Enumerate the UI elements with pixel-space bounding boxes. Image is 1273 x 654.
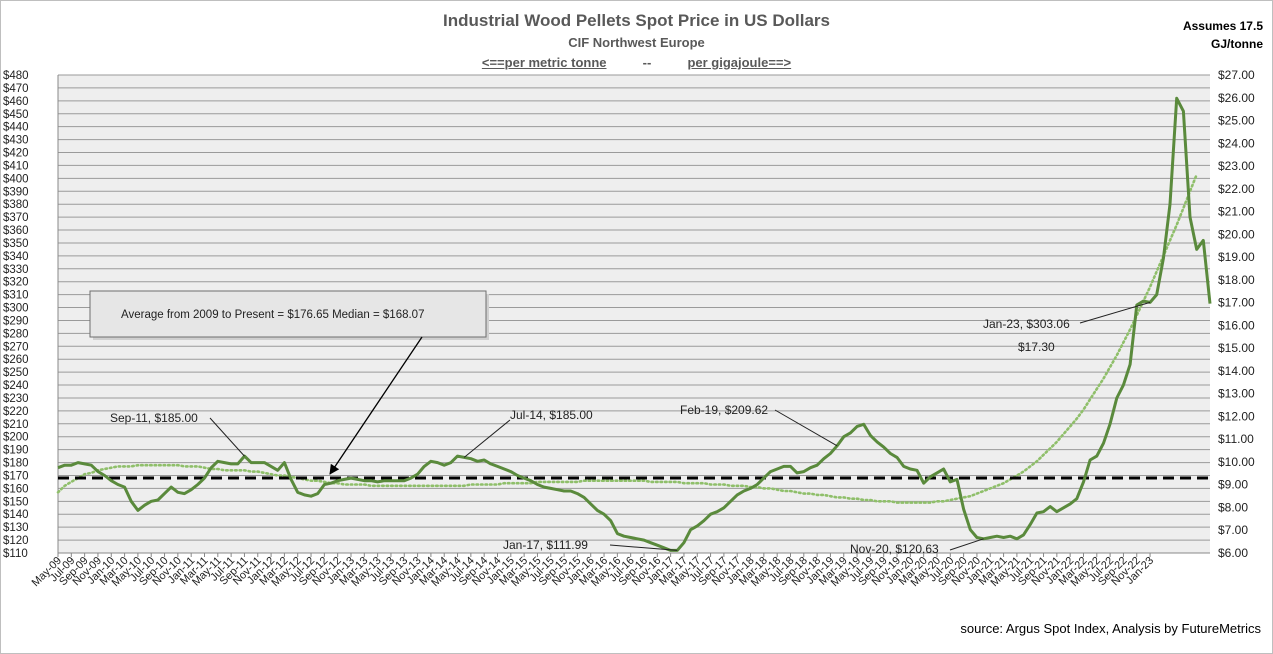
annotation-leader xyxy=(609,544,678,551)
y-tick-label: $240 xyxy=(3,380,29,392)
y2-tick-label: $23.00 xyxy=(1218,159,1255,173)
y2-tick-label: $20.00 xyxy=(1218,227,1255,241)
y2-tick-label: $22.00 xyxy=(1218,182,1255,196)
y-tick-label: $210 xyxy=(3,419,29,431)
annotation-label: Feb-19, $209.62 xyxy=(680,403,768,417)
y-tick-label: $180 xyxy=(3,458,29,470)
annotation-label: Jan-17, $111.99 xyxy=(503,538,588,552)
y-tick-label: $220 xyxy=(3,406,29,418)
annotation-label: Jul-14, $185.00 xyxy=(510,408,593,422)
chart-title: Industrial Wood Pellets Spot Price in US… xyxy=(443,11,830,30)
y-tick-label: $370 xyxy=(3,212,29,224)
y-tick-label: $160 xyxy=(3,483,29,495)
y-tick-label: $280 xyxy=(3,328,29,340)
y-tick-label: $140 xyxy=(3,509,29,521)
axis-note-separator: -- xyxy=(642,55,652,70)
annotation-leader xyxy=(463,419,511,458)
y-tick-label: $170 xyxy=(3,470,29,482)
annotation-leader xyxy=(209,417,245,457)
assumption-line-1: Assumes 17.5 xyxy=(1182,19,1263,33)
axis-units-note: <==per metric tonne -- per gigajoule==> xyxy=(0,55,1273,70)
y-tick-label: $300 xyxy=(3,303,29,315)
y-tick-label: $230 xyxy=(3,393,29,405)
y2-tick-label: $6.00 xyxy=(1218,546,1248,560)
median-arrow xyxy=(329,336,423,475)
y2-tick-label: $21.00 xyxy=(1218,205,1255,219)
right-axis-unit-note: per gigajoule==> xyxy=(687,55,792,70)
assumption-note: Assumes 17.5 GJ/tonne xyxy=(1153,17,1263,53)
annotation-label: Sep-11, $185.00 xyxy=(110,411,198,425)
y-tick-label: $380 xyxy=(3,199,29,211)
annotation-label: Nov-20, $120.63 xyxy=(850,542,939,556)
annotation-leader xyxy=(949,538,984,551)
y-tick-label: $470 xyxy=(3,83,29,95)
y-tick-label: $190 xyxy=(3,445,29,457)
y2-tick-label: $12.00 xyxy=(1218,409,1255,423)
y2-tick-label: $19.00 xyxy=(1218,250,1255,264)
y-tick-label: $260 xyxy=(3,354,29,366)
annotation-leader xyxy=(774,409,838,447)
y-tick-label: $110 xyxy=(3,548,28,560)
y2-tick-label: $27.00 xyxy=(1218,68,1255,82)
y2-tick-label: $8.00 xyxy=(1218,500,1248,514)
y-tick-label: $400 xyxy=(3,173,29,185)
annotation-label: $17.30 xyxy=(1018,340,1055,354)
y-tick-label: $480 xyxy=(3,70,29,82)
y-tick-label: $290 xyxy=(3,315,29,327)
y-tick-label: $150 xyxy=(3,496,29,508)
y-tick-label: $360 xyxy=(3,225,29,237)
y2-tick-label: $13.00 xyxy=(1218,387,1255,401)
average-median-label: Average from 2009 to Present = $176.65 M… xyxy=(121,309,424,321)
y-tick-label: $310 xyxy=(3,290,29,302)
y2-tick-label: $14.00 xyxy=(1218,364,1255,378)
y2-tick-label: $9.00 xyxy=(1218,478,1248,492)
y-tick-label: $130 xyxy=(3,522,29,534)
y-tick-label: $350 xyxy=(3,238,29,250)
y-tick-label: $270 xyxy=(3,341,29,353)
y2-tick-label: $10.00 xyxy=(1218,455,1255,469)
left-axis-unit-note: <==per metric tonne xyxy=(481,55,607,70)
price-line xyxy=(57,96,1212,552)
y-tick-label: $330 xyxy=(3,264,29,276)
y2-tick-label: $15.00 xyxy=(1218,341,1255,355)
y-tick-label: $200 xyxy=(3,432,29,444)
trend-line xyxy=(56,173,1198,504)
y-tick-label: $440 xyxy=(3,122,29,134)
y2-tick-label: $11.00 xyxy=(1218,432,1254,446)
y-tick-label: $430 xyxy=(3,135,29,147)
y2-tick-label: $26.00 xyxy=(1218,91,1255,105)
y-tick-label: $460 xyxy=(3,96,29,108)
y-tick-label: $420 xyxy=(3,148,29,160)
source-note: source: Argus Spot Index, Analysis by Fu… xyxy=(960,621,1261,636)
y-tick-label: $450 xyxy=(3,109,29,121)
y2-tick-label: $7.00 xyxy=(1218,523,1248,537)
y-tick-label: $250 xyxy=(3,367,29,379)
chart-subtitle: CIF Northwest Europe xyxy=(568,35,705,50)
y-tick-label: $120 xyxy=(3,535,29,547)
y-tick-label: $390 xyxy=(3,186,29,198)
y-tick-label: $340 xyxy=(3,251,29,263)
y2-tick-label: $17.00 xyxy=(1218,296,1255,310)
annotation-label: Jan-23, $303.06 xyxy=(983,317,1070,331)
y2-tick-label: $25.00 xyxy=(1218,114,1255,128)
average-box xyxy=(89,290,487,338)
y-tick-label: $320 xyxy=(3,277,29,289)
y-tick-label: $410 xyxy=(3,160,29,172)
annotation-leader xyxy=(1079,301,1151,324)
y2-tick-label: $24.00 xyxy=(1218,136,1255,150)
assumption-line-2: GJ/tonne xyxy=(1210,37,1263,51)
y2-tick-label: $16.00 xyxy=(1218,318,1255,332)
y2-tick-label: $18.00 xyxy=(1218,273,1255,287)
